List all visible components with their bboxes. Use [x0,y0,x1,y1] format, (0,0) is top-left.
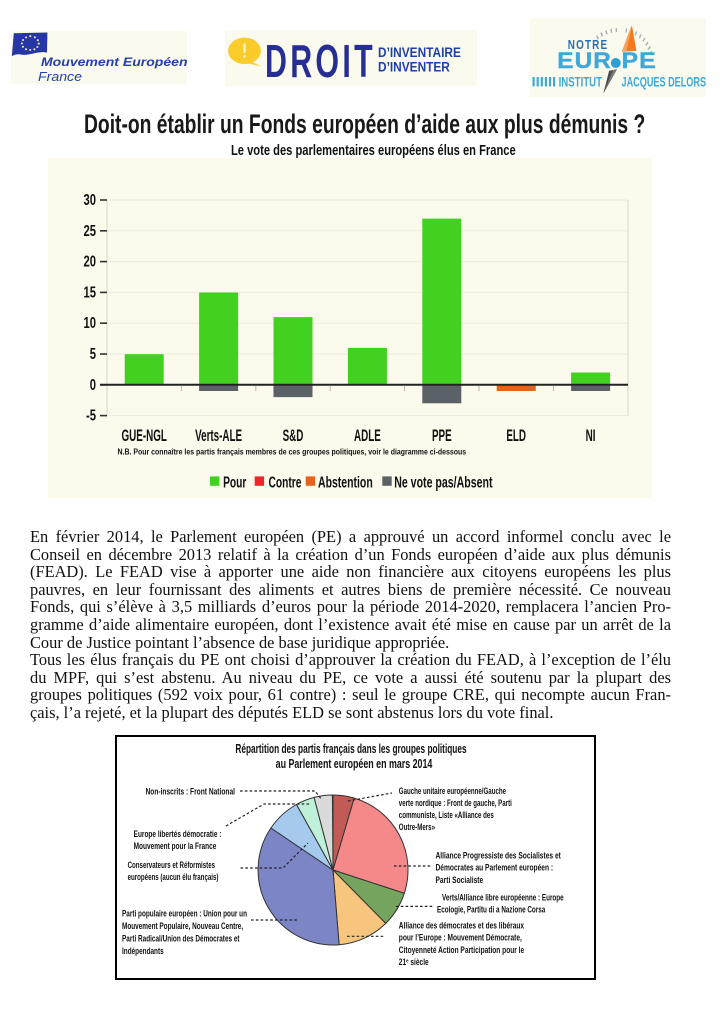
svg-text:NI: NI [586,425,596,445]
svg-text:Europe libertés démocratie :: Europe libertés démocratie : [134,829,222,839]
svg-text:communiste, Liste «Alliance de: communiste, Liste «Alliance des [399,810,494,820]
svg-text:Ne vote pas/Absent: Ne vote pas/Absent [394,474,493,492]
svg-text:Alliance Progressiste des Soci: Alliance Progressiste des Socialistes et [436,850,562,860]
svg-text:au Parlement européen en mars: au Parlement européen en mars 2014 [276,758,433,772]
svg-text:Parti populaire européen : Uni: Parti populaire européen : Union pour un [122,909,247,919]
svg-text:Abstention: Abstention [318,474,373,492]
svg-text:Répartition des partis françai: Répartition des partis français dans les… [235,742,466,756]
svg-text:PPE: PPE [432,425,452,445]
svg-text:Mouvement Populaire, Nouveau C: Mouvement Populaire, Nouveau Centre, [122,921,243,931]
svg-text:NOTRE: NOTRE [568,39,608,52]
svg-text:-5: -5 [86,406,96,425]
svg-text:européens (aucun élu français): européens (aucun élu français) [128,872,219,882]
svg-text:GUE-NGL: GUE-NGL [122,425,168,445]
svg-text:25: 25 [84,221,97,240]
svg-text:D’INVENTER: D’INVENTER [378,59,450,75]
svg-text:Non-inscrits : Front National: Non-inscrits : Front National [145,787,235,797]
svg-text:DROIT: DROIT [265,37,376,86]
svg-text:N.B. Pour connaître les partis: N.B. Pour connaître les partis français … [118,447,467,457]
svg-text:D’INVENTAIRE: D’INVENTAIRE [378,44,461,60]
svg-text:Outre-Mers»: Outre-Mers» [399,822,435,832]
svg-text:Conservateurs et Réformistes: Conservateurs et Réformistes [128,860,215,870]
svg-text:EUR: EUR [557,48,612,73]
svg-text:Gauche unitaire européenne/Gau: Gauche unitaire européenne/Gauche [399,786,506,796]
svg-text:Parti Socialiste: Parti Socialiste [436,875,484,885]
svg-text:Pour: Pour [223,473,247,491]
svg-text:JACQUES DELORS: JACQUES DELORS [622,73,707,90]
svg-text:10: 10 [84,313,97,332]
svg-text:Mouvement pour la France: Mouvement pour la France [134,841,217,851]
svg-text:Ecologie, Partitu di a Nazione: Ecologie, Partitu di a Nazione Corsa [437,905,546,915]
svg-text:pour l’Europe : Mouvement Démo: pour l’Europe : Mouvement Démocrate, [399,933,522,943]
svg-text:ELD: ELD [506,425,526,445]
svg-text:20: 20 [84,252,97,271]
svg-text:Verts/Alliance libre européenn: Verts/Alliance libre européenne : Europe [442,892,564,902]
svg-text:Verts-ALE: Verts-ALE [195,425,242,445]
svg-text:15: 15 [84,282,97,301]
svg-text:Citoyenneté Action Participati: Citoyenneté Action Participation pour le [399,945,525,955]
svg-text:0: 0 [90,375,97,394]
svg-text:Alliance des démocrates et des: Alliance des démocrates et des libéraux [399,921,525,931]
svg-text:Indépendants: Indépendants [122,946,164,956]
svg-text:PE: PE [622,49,657,74]
svg-text:ADLE: ADLE [354,425,381,445]
svg-text:30: 30 [84,190,97,209]
svg-text:21e siècle: 21e siècle [399,957,429,967]
svg-text:Démocrates au Parlement europé: Démocrates au Parlement européen : [436,863,554,873]
svg-text:5: 5 [90,344,97,363]
svg-text:verte nordique : Front de gauc: verte nordique : Front de gauche, Parti [399,798,512,808]
svg-text:Parti Radical/Union des Démocr: Parti Radical/Union des Démocrates et [122,934,240,944]
svg-text:S&D: S&D [283,425,304,445]
svg-text:Contre: Contre [269,473,302,491]
svg-text:INSTITUT: INSTITUT [559,74,603,90]
